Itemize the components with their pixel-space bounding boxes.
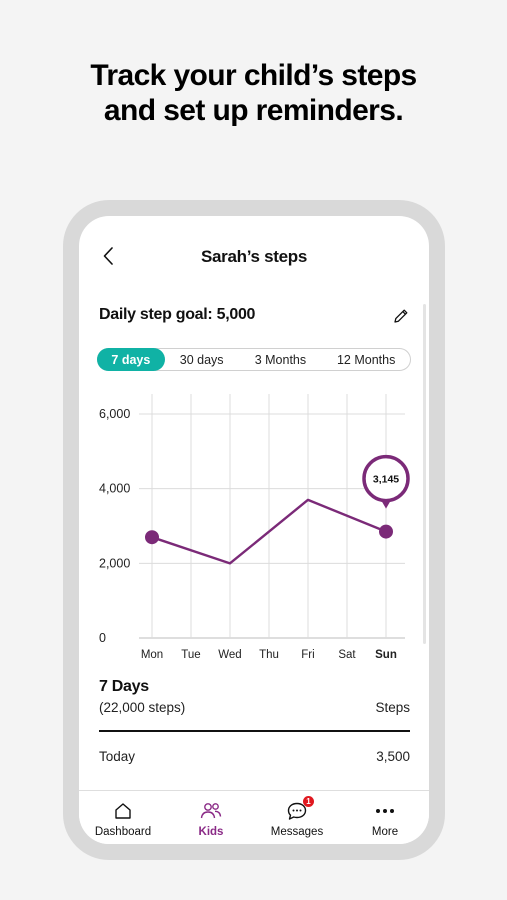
tab-kids-label: Kids <box>198 826 224 838</box>
tab-3-months[interactable]: 3 Months <box>254 352 307 367</box>
today-label: Today <box>99 749 136 764</box>
people-icon <box>200 803 222 819</box>
headline-line-1: Track your child’s steps <box>90 59 417 92</box>
ellipsis-icon <box>376 809 394 813</box>
headline-line-2: and set up reminders. <box>103 94 404 127</box>
x-tick-label: Fri <box>301 649 314 661</box>
x-tick-label: Sun <box>375 649 397 661</box>
y-tick-label: 6,000 <box>99 407 130 421</box>
callout-label: 3,145 <box>373 474 399 486</box>
edit-goal-button[interactable] <box>391 306 411 326</box>
x-tick-label: Tue <box>181 649 200 661</box>
nav-header: Sarah’s steps <box>79 216 429 296</box>
y-tick-label: 0 <box>99 631 106 645</box>
range-tabs: 7 days 30 days 3 Months 12 Months <box>97 348 411 371</box>
goal-row: Daily step goal: 5,000 <box>99 306 411 328</box>
summary-divider <box>99 730 410 732</box>
today-value: 3,500 <box>376 749 410 764</box>
tab-30-days[interactable]: 30 days <box>179 352 224 367</box>
messages-badge: 1 <box>303 796 314 807</box>
chat-bubble-icon <box>287 802 307 820</box>
callout-bubble <box>362 454 410 503</box>
x-tick-label: Wed <box>218 649 241 661</box>
tab-dashboard-label: Dashboard <box>94 826 152 838</box>
tab-more-label: More <box>371 826 399 838</box>
summary-title: 7 Days <box>99 678 149 695</box>
tab-dashboard[interactable]: Dashboard <box>85 791 161 844</box>
summary-column-label: Steps <box>375 700 410 715</box>
summary-total-steps: (22,000 steps) <box>99 700 186 715</box>
y-tick-label: 2,000 <box>99 556 130 570</box>
steps-chart: 0 2,000 4,000 6,000 Mon Tue Wed Thu Fri Sat Sun 3,1… <box>79 386 429 676</box>
tab-12-months[interactable]: 12 Months <box>336 352 396 367</box>
x-tick-label: Sat <box>338 649 356 661</box>
tab-7-days[interactable]: 7 days <box>97 348 165 371</box>
scrollbar[interactable] <box>423 304 426 644</box>
steps-chart-svg: 0 2,000 4,000 6,000 Mon Tue Wed Thu Fri Sat Sun 3,1… <box>99 394 410 661</box>
x-tick-label: Thu <box>259 649 279 661</box>
chevron-left-icon <box>103 247 113 265</box>
headline: Track your child’s steps and set up remi… <box>0 58 507 128</box>
tab-messages[interactable]: 1 Messages <box>259 791 335 844</box>
back-button[interactable] <box>97 244 119 268</box>
daily-goal-label: Daily step goal: 5,000 <box>99 306 256 323</box>
phone-screen: Sarah’s steps Daily step goal: 5,000 7 d… <box>79 216 429 844</box>
home-icon <box>115 803 131 819</box>
data-point <box>379 524 393 539</box>
tab-kids[interactable]: Kids <box>173 791 249 844</box>
y-tick-label: 4,000 <box>99 482 130 496</box>
x-tick-label: Mon <box>141 649 163 661</box>
bottom-tab-bar: Dashboard Kids 1 <box>79 790 429 844</box>
page-title: Sarah’s steps <box>200 247 308 266</box>
pencil-icon <box>394 309 408 323</box>
data-point <box>145 530 159 545</box>
tab-more[interactable]: More <box>347 791 423 844</box>
tab-messages-label: Messages <box>270 826 324 838</box>
series-line <box>151 498 387 565</box>
